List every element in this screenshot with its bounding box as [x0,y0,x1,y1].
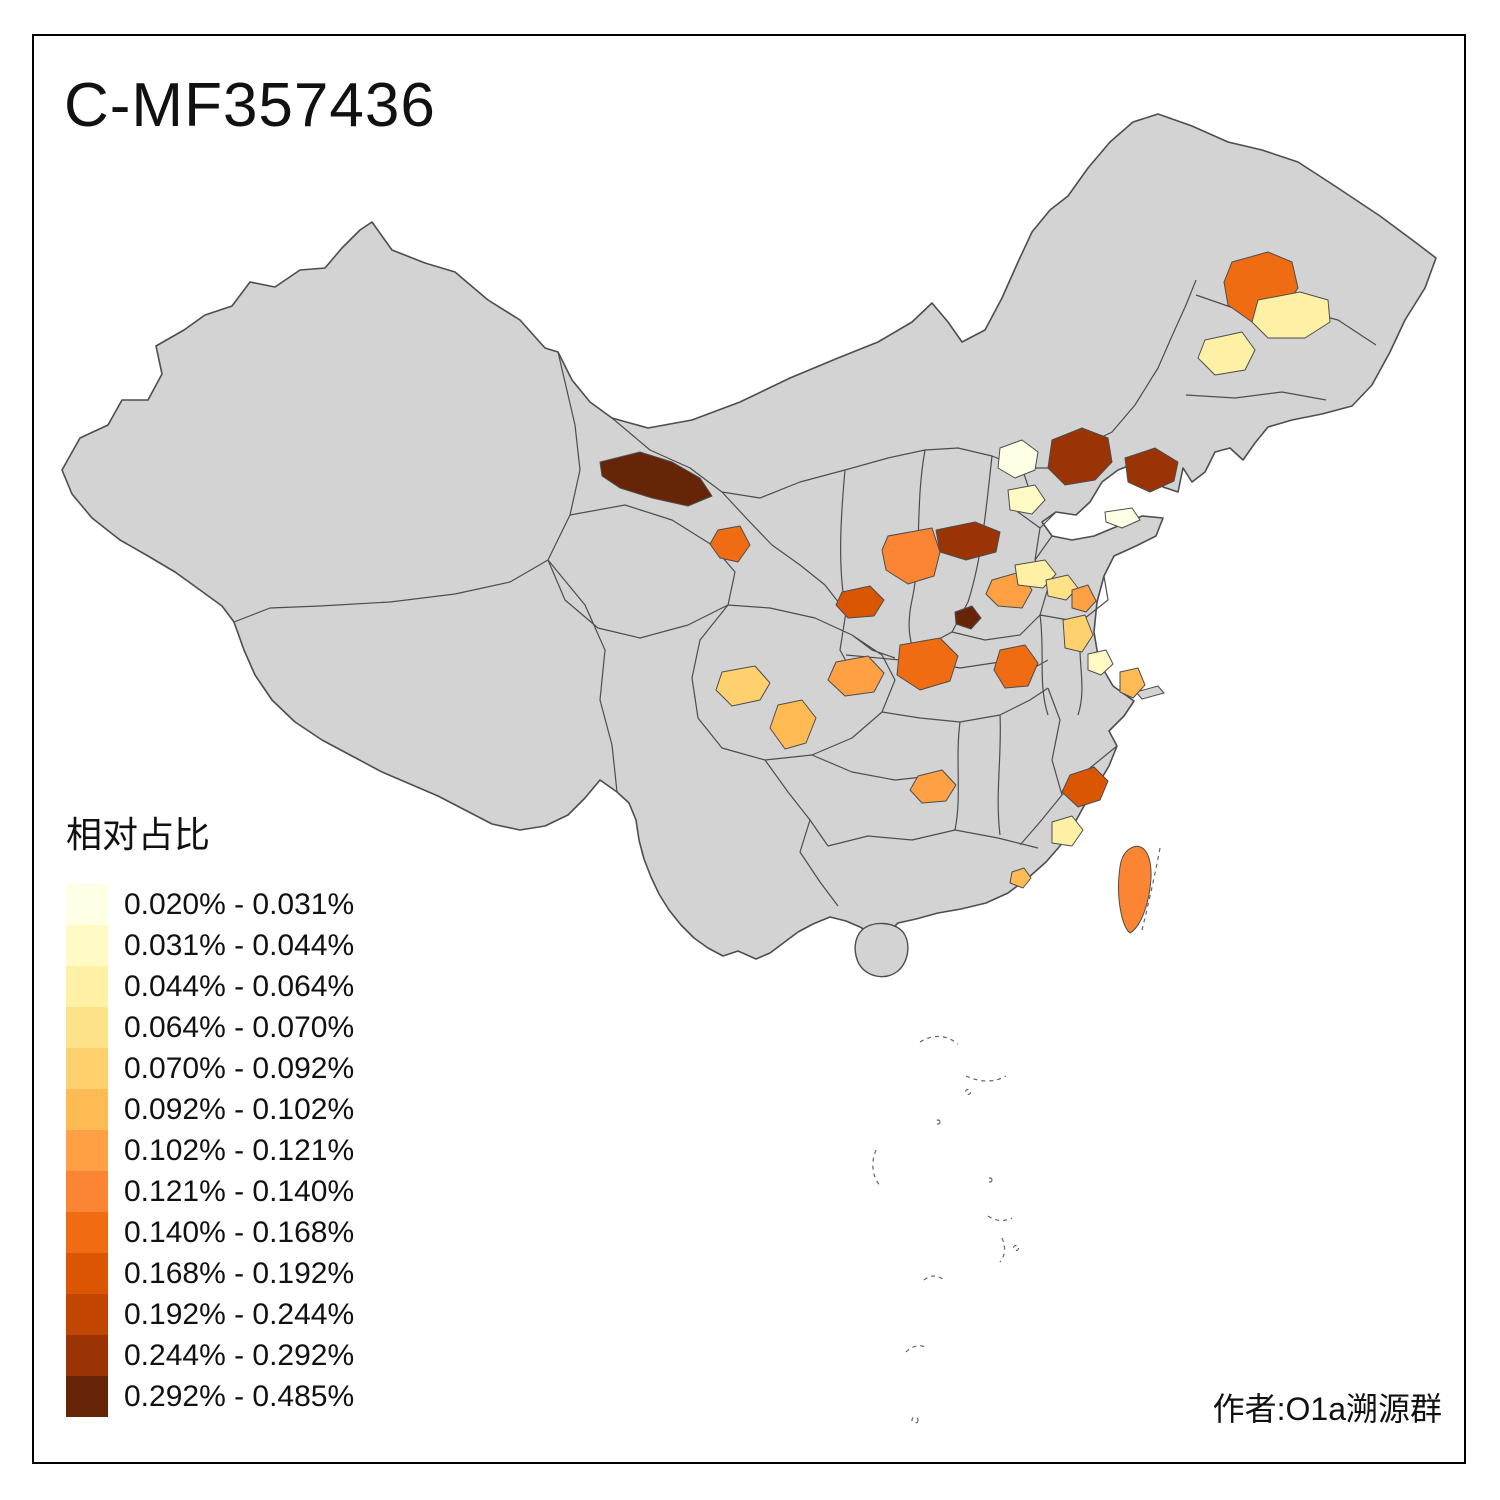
prefecture-region [1007,484,1046,515]
sea-islands [872,847,1161,1424]
legend-swatch [66,1007,108,1048]
legend-label: 0.044% - 0.064% [124,969,355,1003]
legend-rows: 0.020% - 0.031% 0.031% - 0.044% 0.044% - 0… [66,884,354,1417]
legend-swatch [66,1171,108,1212]
prefecture-region [1047,427,1113,486]
legend: 相对占比 0.020% - 0.031% 0.031% - 0.044% 0.044… [66,806,354,1417]
legend-label: 0.244% - 0.292% [124,1338,355,1372]
legend-swatch [66,1130,108,1171]
legend-row: 0.064% - 0.070% [66,1007,354,1048]
prefecture-region [769,699,817,750]
legend-label: 0.092% - 0.102% [124,1092,355,1126]
legend-row: 0.192% - 0.244% [66,1294,354,1335]
legend-row: 0.020% - 0.031% [66,884,354,925]
legend-row: 0.102% - 0.121% [66,1130,354,1171]
prefecture-region [1119,667,1146,699]
legend-row: 0.044% - 0.064% [66,966,354,1007]
prefecture-region [835,585,885,619]
legend-label: 0.070% - 0.092% [124,1051,355,1085]
legend-swatch [66,966,108,1007]
prefecture-region [1061,766,1109,808]
prefecture-region [599,451,713,507]
prefecture-region [1197,331,1256,376]
prefecture-region [715,665,771,707]
legend-swatch [66,1212,108,1253]
prefecture-region [827,655,885,697]
legend-label: 0.121% - 0.140% [124,1174,355,1208]
legend-label: 0.168% - 0.192% [124,1256,355,1290]
colored-regions [599,251,1331,934]
prefecture-region [1087,649,1114,676]
legend-swatch [66,1253,108,1294]
prefecture-region [954,605,982,630]
prefecture-region [997,439,1039,479]
prefecture-region [709,525,751,563]
chongming-island [1135,685,1165,700]
prefecture-region [1051,815,1084,847]
prefecture-region [1104,507,1141,529]
prefecture-region [1124,447,1179,493]
prefecture-region [1009,867,1032,889]
prefecture-region [1251,291,1331,339]
chart-title: C-MF357436 [64,71,436,140]
province-borders [233,279,1377,907]
legend-swatch [66,1048,108,1089]
hainan-island [854,922,909,978]
legend-label: 0.020% - 0.031% [124,887,355,921]
legend-row: 0.121% - 0.140% [66,1171,354,1212]
legend-row: 0.070% - 0.092% [66,1048,354,1089]
prefecture-region [896,637,959,691]
legend-swatch [66,884,108,925]
legend-row: 0.292% - 0.485% [66,1376,354,1417]
prefecture-region [1062,614,1094,653]
legend-label: 0.064% - 0.070% [124,1010,355,1044]
prefecture-region [1071,584,1097,613]
legend-row: 0.140% - 0.168% [66,1212,354,1253]
legend-label: 0.140% - 0.168% [124,1215,355,1249]
legend-swatch [66,1376,108,1417]
prefecture-region [881,527,941,585]
legend-row: 0.244% - 0.292% [66,1335,354,1376]
legend-label: 0.102% - 0.121% [124,1133,355,1167]
taiwan-island [1118,845,1152,934]
legend-row: 0.031% - 0.044% [66,925,354,966]
prefecture-region [993,644,1039,689]
legend-title: 相对占比 [66,814,211,855]
author-credit: 作者:O1a溯源群 [1212,1391,1442,1427]
legend-swatch [66,1294,108,1335]
prefecture-region [935,521,1001,561]
legend-swatch [66,1089,108,1130]
legend-swatch [66,925,108,966]
prefecture-region [909,769,957,804]
china-mainland [61,113,1437,960]
legend-label: 0.292% - 0.485% [124,1379,355,1413]
legend-row: 0.168% - 0.192% [66,1253,354,1294]
legend-row: 0.092% - 0.102% [66,1089,354,1130]
legend-label: 0.192% - 0.244% [124,1297,355,1331]
legend-swatch [66,1335,108,1376]
legend-label: 0.031% - 0.044% [124,928,355,962]
